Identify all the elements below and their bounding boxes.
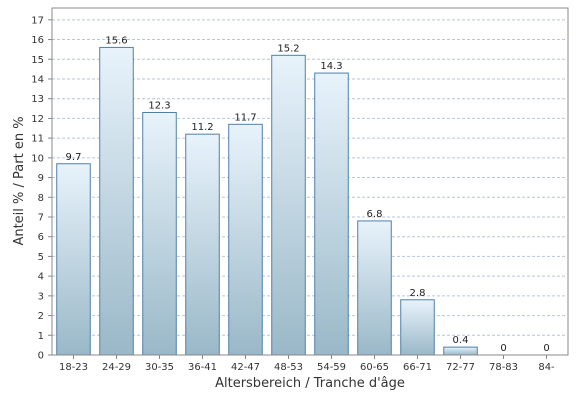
x-tick-label: 36-41 [188,362,217,373]
y-tick-label: 0 [38,351,44,362]
y-tick-label: 2 [38,311,44,322]
y-tick-label: 17 [31,15,44,26]
y-tick-label: 1 [38,331,44,342]
bars [56,46,478,356]
y-tick-label: 3 [38,291,44,302]
x-tick-label: 78-83 [489,362,518,373]
data-label: 15.6 [105,35,127,46]
x-tick-label: 84- [538,362,555,373]
y-tick-label: 14 [31,74,44,85]
y-tick-label: 8 [38,193,44,204]
x-axis-ticks: 18-23 24-29 30-35 36-41 42-47 48-53 54-59 60-65… [59,355,555,373]
data-label: 6.8 [367,209,383,220]
x-tick-label: 24-29 [102,362,131,373]
y-tick-label: 11 [31,134,44,145]
data-label: 9.7 [66,152,82,163]
bar-18-23 [56,163,91,356]
x-tick-label: 42-47 [231,362,260,373]
data-label: 14.3 [320,61,342,72]
x-tick-label: 72-77 [446,362,475,373]
y-tick-label: 4 [38,272,44,283]
bar-24-29 [99,46,134,356]
plot-area [51,7,569,356]
data-label: 12.3 [148,100,170,111]
y-tick-label: 15 [31,55,44,66]
data-label: 11.2 [191,122,213,133]
bar-54-59 [314,72,349,356]
x-tick-label: 66-71 [403,362,432,373]
y-tick-label: 5 [38,252,44,263]
x-tick-label: 54-59 [317,362,346,373]
y-tick-label: 7 [38,212,44,223]
y-tick-label: 13 [31,94,44,105]
y-axis-title: Anteil % / Part en % [12,116,27,245]
bar-48-53 [271,54,306,356]
bar-36-41 [185,133,220,356]
data-label: 11.7 [234,112,256,123]
bar-66-71 [400,299,435,356]
bar-30-35 [142,111,177,356]
grid-lines [52,19,568,336]
data-label: 0.4 [453,335,469,346]
y-tick-label: 6 [38,232,44,243]
bar-42-47 [228,123,263,356]
y-tick-label: 12 [31,114,44,125]
y-tick-label: 16 [31,35,44,46]
data-label: 0 [500,343,506,354]
y-tick-label: 9 [38,173,44,184]
data-label: 0 [543,343,549,354]
x-tick-label: 30-35 [145,362,174,373]
data-label: 15.2 [277,43,299,54]
data-labels: 9.7 15.6 12.3 11.2 11.7 15.2 14.3 6.8 2.8 0.4 0 0 [66,35,550,354]
bar-72-77 [443,346,478,356]
data-label: 2.8 [410,288,426,299]
x-tick-label: 60-65 [360,362,389,373]
x-tick-label: 48-53 [274,362,303,373]
x-axis-title: Altersbereich / Tranche d'âge [215,376,405,391]
y-tick-label: 10 [31,153,44,164]
bar-60-65 [357,220,392,356]
x-tick-label: 18-23 [59,362,88,373]
